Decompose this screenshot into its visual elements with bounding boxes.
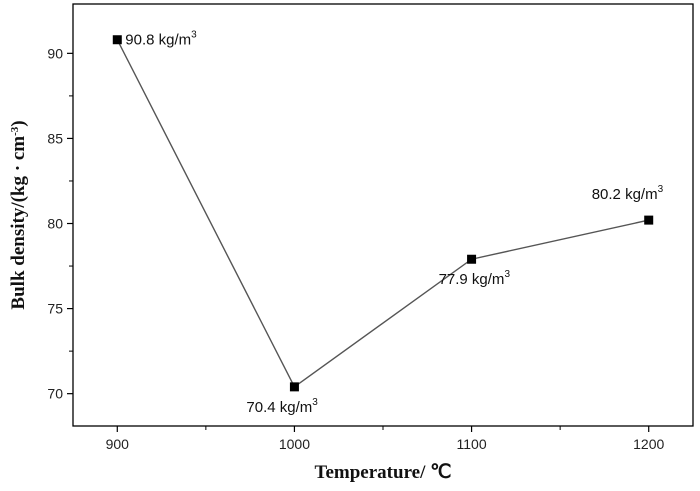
y-tick-label: 70 xyxy=(47,386,63,402)
y-tick-label: 80 xyxy=(47,216,63,232)
x-tick-label: 900 xyxy=(106,436,130,452)
data-point-label: 80.2 kg/m3 xyxy=(592,184,664,203)
y-axis-title: Bulk density/(kg · cm-3) xyxy=(8,120,29,309)
data-markers xyxy=(112,35,654,392)
data-point-label-sup: 3 xyxy=(504,269,510,280)
data-point-label-value: 77.9 kg/m xyxy=(439,271,505,288)
y-tick-label: 75 xyxy=(47,301,63,317)
data-point-label: 90.8 kg/m3 xyxy=(125,30,197,49)
y-tick-label: 90 xyxy=(47,45,63,61)
y-axis-title-end: ) xyxy=(8,120,29,126)
x-tick-label: 1200 xyxy=(633,436,664,452)
x-axis-title: Temperature/ ℃ xyxy=(315,462,452,483)
data-point-label-sup: 3 xyxy=(312,397,318,408)
x-tick-label: 1100 xyxy=(457,436,487,452)
x-axis-ticks: 900 1000 1100 1200 xyxy=(106,426,664,452)
data-point-label-value: 70.4 kg/m xyxy=(246,399,312,416)
data-point-marker xyxy=(644,215,654,225)
y-tick-label: 85 xyxy=(47,130,63,146)
y-axis-title-sup: -3 xyxy=(9,126,21,136)
series-line xyxy=(116,39,649,388)
plot-frame xyxy=(72,3,694,427)
data-point-label-sup: 3 xyxy=(658,184,664,195)
data-point-label: 70.4 kg/m3 xyxy=(246,397,318,416)
data-point-label-sup: 3 xyxy=(191,30,197,41)
data-point-marker xyxy=(467,254,477,264)
data-point-label-value: 80.2 kg/m xyxy=(592,186,658,203)
data-point-label: 77.9 kg/m3 xyxy=(439,269,511,288)
x-tick-label: 1000 xyxy=(279,436,310,452)
data-point-marker xyxy=(112,35,122,45)
data-point-label-value: 90.8 kg/m xyxy=(125,32,191,49)
y-axis-ticks: 70 75 80 85 90 xyxy=(47,45,73,402)
y-axis-title-main: Bulk density/(kg · cm xyxy=(8,136,29,310)
data-point-marker xyxy=(289,382,299,392)
